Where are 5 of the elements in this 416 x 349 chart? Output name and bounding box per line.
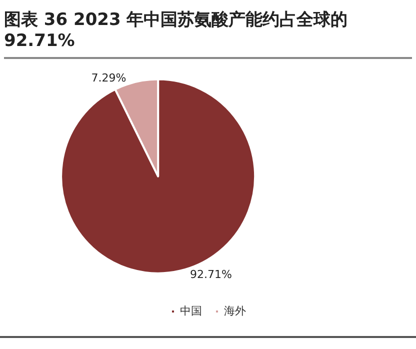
data-label: 7.29%: [91, 71, 126, 84]
legend-label: 中国: [180, 304, 202, 318]
legend-label: 海外: [224, 306, 246, 318]
data-label: 92.71%: [190, 268, 232, 282]
chart-title: 图表 36 2023 年中国苏氨酸产能约占全球的 92.71%: [4, 8, 412, 59]
